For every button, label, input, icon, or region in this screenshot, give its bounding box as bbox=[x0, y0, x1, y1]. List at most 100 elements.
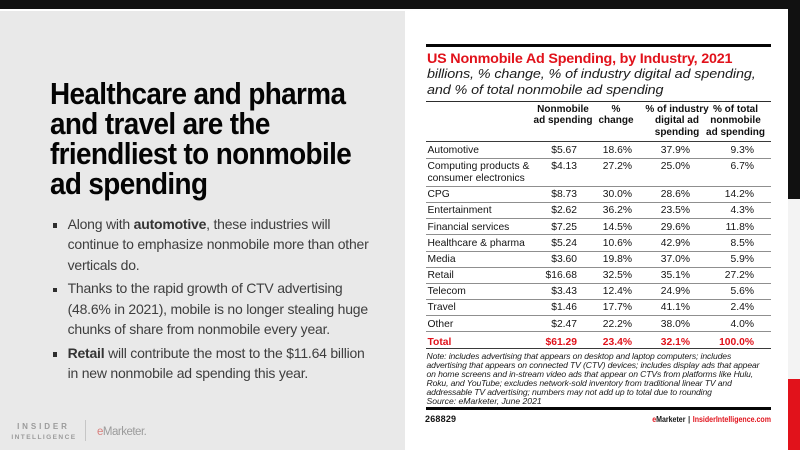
table-row: Other $2.47 22.2% 38.0% 4.0% bbox=[426, 316, 771, 333]
row-value: 24.9% bbox=[660, 286, 690, 298]
row-value: 35.1% bbox=[660, 270, 690, 282]
row-value: 12.4% bbox=[602, 286, 632, 298]
chart-top-rule bbox=[426, 44, 771, 47]
insider-logo-text: INSIDER bbox=[17, 422, 70, 431]
footer-emarketer-rest: Marketer bbox=[656, 414, 686, 424]
chart-title: US Nonmobile Ad Spending, by Industry, 2… bbox=[427, 50, 733, 66]
row-value: $16.68 bbox=[545, 270, 578, 282]
table-body: Automotive $5.67 18.6% 37.9% 9.3% Computing p… bbox=[426, 142, 771, 350]
chart-id: 268829 bbox=[425, 414, 457, 424]
row-value: 9.3% bbox=[730, 144, 754, 156]
footer-site-link: InsiderIntelligence.com bbox=[692, 414, 771, 424]
table-row: Automotive $5.67 18.6% 37.9% 9.3% bbox=[426, 142, 771, 159]
row-value: 27.2% bbox=[724, 270, 754, 282]
table-row: Travel $1.46 17.7% 41.1% 2.4% bbox=[426, 300, 771, 317]
bullet-square-icon bbox=[52, 352, 57, 357]
row-value: 5.6% bbox=[730, 286, 754, 298]
row-value: $8.73 bbox=[551, 189, 577, 201]
row-label: Retail bbox=[427, 270, 454, 282]
row-value: 4.3% bbox=[730, 205, 754, 217]
brand-footer: INSIDER INTELLIGENCE eMarketer. bbox=[0, 419, 405, 450]
row-value: 17.7% bbox=[602, 302, 632, 314]
row-label: Other bbox=[427, 318, 454, 330]
chart-source: Source: eMarketer, June 2021 bbox=[426, 395, 542, 406]
row-value: 19.8% bbox=[602, 253, 632, 265]
bullet-text-bold: Retail bbox=[67, 344, 105, 361]
emarketer-logo-rest: Marketer. bbox=[102, 425, 147, 438]
edge-strip-gray bbox=[788, 199, 800, 379]
row-value: 14.2% bbox=[724, 189, 754, 201]
row-value: 41.1% bbox=[660, 302, 690, 314]
column-header: Nonmobile ad spending bbox=[533, 104, 593, 127]
bullet-text-bold: automotive bbox=[133, 215, 207, 232]
row-value: 32.5% bbox=[602, 270, 632, 282]
row-value: 37.9% bbox=[660, 144, 690, 156]
row-value: 28.6% bbox=[660, 189, 690, 201]
footer-emarketer-e: e bbox=[652, 414, 657, 424]
row-value: 5.9% bbox=[730, 253, 754, 265]
row-value: $5.24 bbox=[551, 237, 577, 249]
bullet-item: Retail will contribute the most to the $… bbox=[52, 343, 392, 384]
column-header: % of industry digital ad spending bbox=[645, 104, 709, 138]
table-row: Entertainment $2.62 36.2% 23.5% 4.3% bbox=[426, 203, 771, 220]
row-value: $5.67 bbox=[551, 144, 577, 156]
bullet-square-icon bbox=[52, 223, 57, 228]
row-value: 2.4% bbox=[730, 302, 754, 314]
row-value: 11.8% bbox=[725, 221, 754, 233]
bullet-text: Along with bbox=[67, 215, 134, 232]
row-value: 6.7% bbox=[730, 160, 754, 172]
table-row: Total $61.29 23.4% 32.1% 100.0% bbox=[426, 332, 771, 350]
row-label: CPG bbox=[427, 189, 450, 201]
row-label: Media bbox=[427, 253, 456, 265]
header-rule bbox=[426, 141, 771, 143]
top-black-bar bbox=[0, 0, 800, 9]
row-label: Automotive bbox=[427, 144, 480, 156]
bullet-text: will contribute the most to the $11.64 b… bbox=[67, 344, 365, 382]
column-header: % change bbox=[598, 104, 634, 127]
row-value: $1.46 bbox=[551, 302, 577, 314]
chart-bottom-rule bbox=[426, 406, 771, 410]
table-row: Financial services $7.25 14.5% 29.6% 11.8% bbox=[426, 219, 771, 236]
table-row: Retail $16.68 32.5% 35.1% 27.2% bbox=[426, 268, 771, 284]
emarketer-logo-e: e bbox=[97, 425, 103, 438]
chart-footer: 268829 eMarketer | InsiderIntelligence.com bbox=[425, 414, 771, 426]
row-label: Computing products & consumer electronic… bbox=[427, 160, 530, 184]
column-header: % of total nonmobile ad spending bbox=[706, 104, 765, 138]
row-label: Healthcare & pharma bbox=[427, 237, 525, 249]
bullet-item: Thanks to the rapid growth of CTV advert… bbox=[52, 278, 392, 340]
intelligence-logo-text: INTELLIGENCE bbox=[11, 433, 77, 441]
table-row: Healthcare & pharma $5.24 10.6% 42.9% 8.5% bbox=[426, 235, 771, 252]
table-row: Telecom $3.43 12.4% 24.9% 5.6% bbox=[426, 284, 771, 301]
row-label: Financial services bbox=[427, 221, 510, 233]
row-value: 42.9% bbox=[660, 237, 690, 249]
table-row: Media $3.60 19.8% 37.0% 5.9% bbox=[426, 252, 771, 268]
row-value: $61.29 bbox=[545, 337, 578, 349]
row-value: $4.13 bbox=[551, 160, 577, 172]
row-value: $2.47 bbox=[551, 318, 577, 330]
row-value: 23.5% bbox=[660, 205, 690, 217]
left-panel: Healthcare and pharma and travel are the… bbox=[0, 11, 405, 450]
table-row: Computing products & consumer electronic… bbox=[426, 159, 771, 187]
row-value: 100.0% bbox=[719, 337, 754, 349]
row-label: Total bbox=[427, 337, 452, 349]
subtitle-rule bbox=[426, 100, 771, 102]
footer-separator: | bbox=[688, 414, 691, 424]
slide-headline: Healthcare and pharma and travel are the… bbox=[50, 75, 352, 201]
chart-footer-links: eMarketer | InsiderIntelligence.com bbox=[652, 415, 771, 424]
logo-divider bbox=[85, 419, 87, 441]
bullet-text: , these industries will continue to emph… bbox=[67, 215, 369, 273]
row-value: 18.6% bbox=[602, 144, 632, 156]
row-label: Entertainment bbox=[427, 205, 492, 217]
bullet-square-icon bbox=[52, 287, 57, 292]
row-value: 36.2% bbox=[602, 205, 632, 217]
row-value: 38.0% bbox=[660, 318, 690, 330]
row-value: $7.25 bbox=[551, 221, 577, 233]
row-value: 32.1% bbox=[660, 337, 690, 349]
row-value: $3.60 bbox=[551, 253, 577, 265]
row-value: 29.6% bbox=[660, 221, 690, 233]
row-value: 27.2% bbox=[602, 160, 632, 172]
chart-note: Note: includes advertising that appears … bbox=[426, 351, 760, 397]
chart-panel: US Nonmobile Ad Spending, by Industry, 2… bbox=[425, 0, 771, 450]
insider-intelligence-logo: INSIDER INTELLIGENCE bbox=[10, 422, 77, 441]
row-value: 14.5% bbox=[602, 221, 632, 233]
